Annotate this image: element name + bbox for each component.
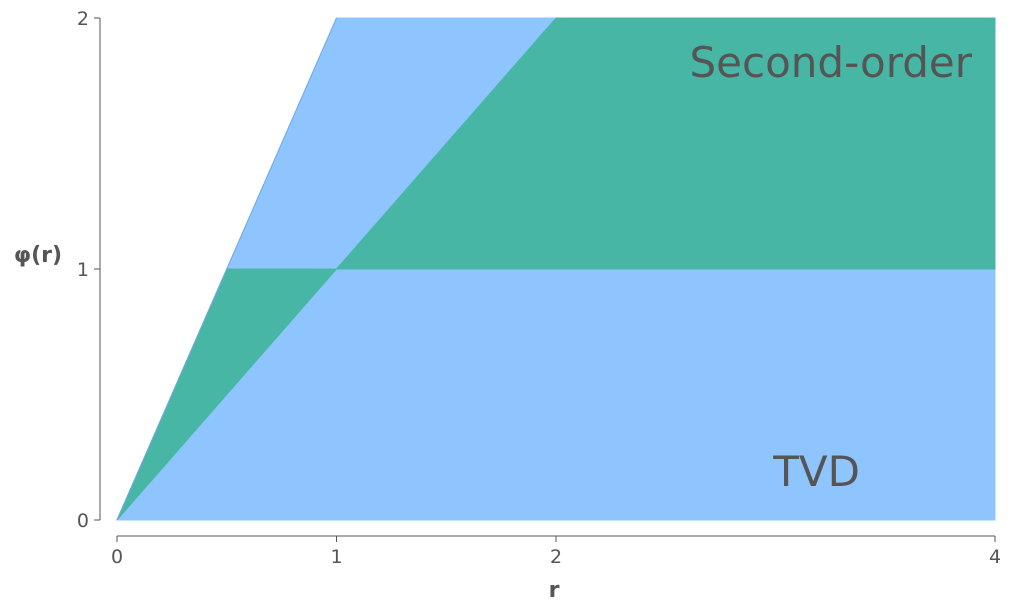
- x-tick-label-1: 1: [330, 546, 342, 568]
- y-tick-label-1: 1: [77, 259, 89, 281]
- x-tick-label-0: 0: [111, 546, 123, 568]
- tvd-upper-boundary-line: [116, 17, 337, 521]
- annotation-tvd: TVD: [772, 447, 860, 496]
- y-tick-label-2: 2: [77, 8, 89, 30]
- annotation-second-order: Second-order: [690, 38, 973, 87]
- y-tick-label-0: 0: [77, 510, 89, 532]
- x-axis-label: r: [549, 578, 560, 603]
- x-tick-label-4: 4: [989, 546, 1001, 568]
- x-tick-label-2: 2: [550, 546, 562, 568]
- axes-layer: 0 1 2 4 0 1 2: [77, 8, 1001, 568]
- annotations-layer: Second-order TVD: [690, 38, 973, 496]
- y-axis-label: φ(r): [14, 243, 62, 268]
- region-second-order: [116, 17, 996, 521]
- regions-layer: [116, 17, 996, 521]
